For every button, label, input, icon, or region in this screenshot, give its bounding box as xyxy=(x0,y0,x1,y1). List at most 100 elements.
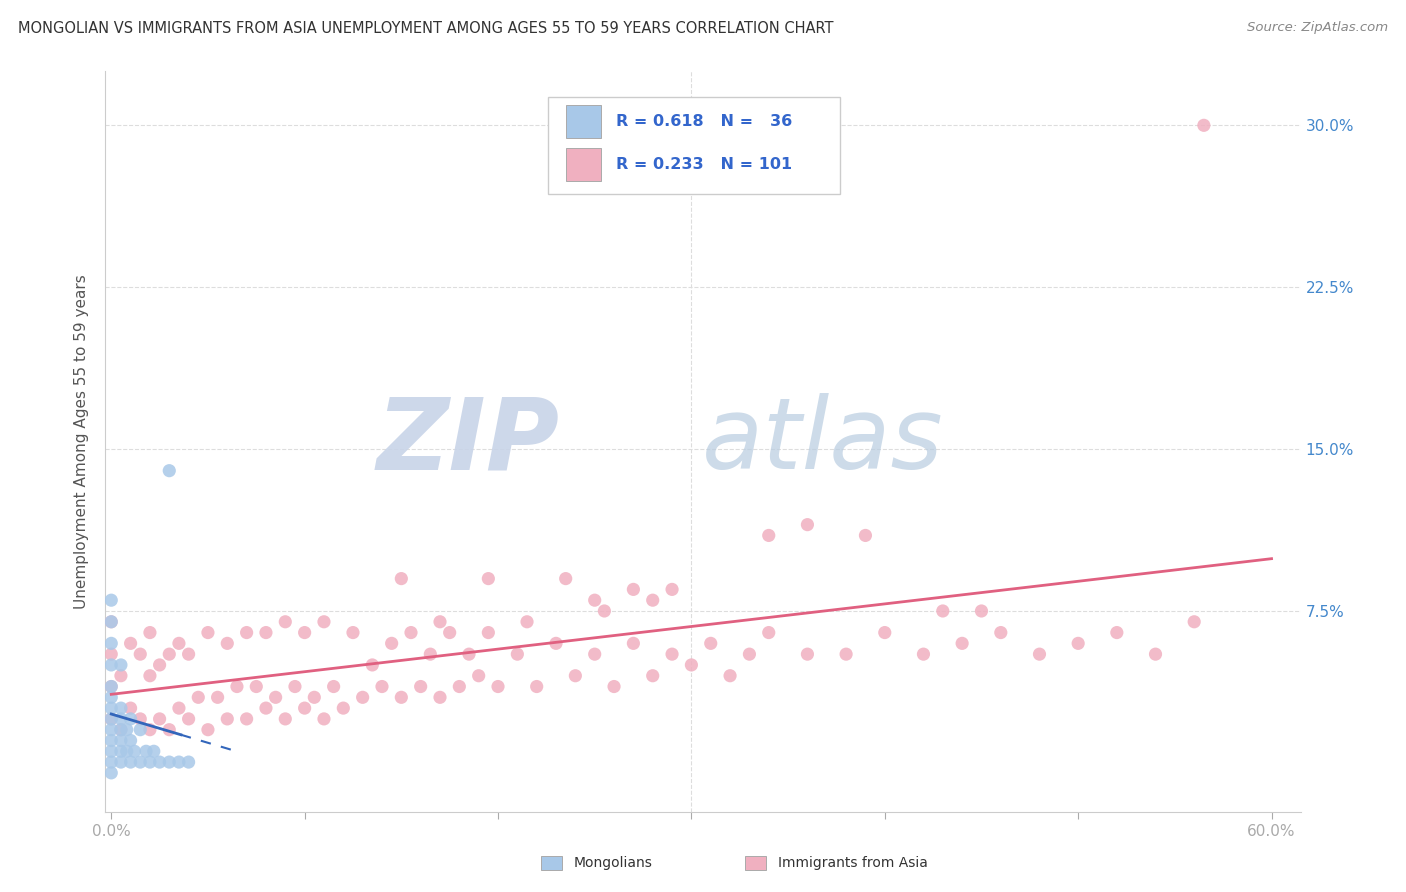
FancyBboxPatch shape xyxy=(547,97,841,194)
Point xyxy=(389,572,412,586)
Point xyxy=(274,615,297,629)
Point xyxy=(100,723,122,737)
Point xyxy=(758,528,780,542)
Point xyxy=(738,647,761,661)
Point xyxy=(506,647,529,661)
Point xyxy=(429,690,451,705)
Point xyxy=(304,690,326,705)
Point xyxy=(641,669,664,683)
Point xyxy=(950,636,973,650)
Point xyxy=(110,701,132,715)
Point xyxy=(120,636,142,650)
Point xyxy=(796,647,818,661)
Point xyxy=(855,528,877,542)
Point xyxy=(371,680,394,694)
Point xyxy=(115,744,138,758)
Point xyxy=(835,647,858,661)
Point xyxy=(167,755,190,769)
Point xyxy=(932,604,955,618)
Point xyxy=(342,625,364,640)
Point xyxy=(120,712,142,726)
Point xyxy=(429,615,451,629)
Point xyxy=(990,625,1012,640)
Point xyxy=(177,712,200,726)
Point xyxy=(100,593,122,607)
Point xyxy=(1067,636,1090,650)
Point xyxy=(661,647,683,661)
Point xyxy=(100,712,122,726)
Point xyxy=(458,647,481,661)
Point xyxy=(139,625,162,640)
Point xyxy=(100,712,122,726)
Point xyxy=(449,680,471,694)
Point xyxy=(110,723,132,737)
Point xyxy=(157,755,180,769)
Point xyxy=(207,690,229,705)
Point xyxy=(100,733,122,747)
Text: ZIP: ZIP xyxy=(377,393,560,490)
Point xyxy=(129,723,152,737)
Point xyxy=(352,690,374,705)
Point xyxy=(100,636,122,650)
Point xyxy=(120,733,142,747)
Point xyxy=(1144,647,1167,661)
Point xyxy=(157,723,180,737)
Point xyxy=(100,680,122,694)
Text: R = 0.233   N = 101: R = 0.233 N = 101 xyxy=(616,157,792,172)
Point xyxy=(593,604,616,618)
Point xyxy=(135,744,157,758)
Point xyxy=(439,625,461,640)
Point xyxy=(621,582,644,597)
Point xyxy=(100,701,122,715)
Point xyxy=(399,625,422,640)
Text: atlas: atlas xyxy=(702,393,943,490)
Point xyxy=(583,647,606,661)
Point xyxy=(129,712,152,726)
Point xyxy=(544,636,567,650)
Text: Mongolians: Mongolians xyxy=(574,855,652,870)
Point xyxy=(477,572,499,586)
Point xyxy=(149,755,172,769)
Point xyxy=(217,712,239,726)
Point xyxy=(157,647,180,661)
Point xyxy=(873,625,896,640)
Point xyxy=(1182,615,1205,629)
Point xyxy=(912,647,935,661)
Point xyxy=(389,690,412,705)
Point xyxy=(312,712,335,726)
Point xyxy=(245,680,267,694)
Point xyxy=(187,690,209,705)
Point xyxy=(129,647,152,661)
Point xyxy=(157,464,180,478)
Point xyxy=(758,625,780,640)
Point xyxy=(1105,625,1128,640)
Point xyxy=(312,615,335,629)
Point xyxy=(139,755,162,769)
Point xyxy=(110,744,132,758)
Point xyxy=(381,636,404,650)
Point xyxy=(226,680,249,694)
Point xyxy=(641,593,664,607)
FancyBboxPatch shape xyxy=(565,105,602,138)
Point xyxy=(516,615,538,629)
Text: MONGOLIAN VS IMMIGRANTS FROM ASIA UNEMPLOYMENT AMONG AGES 55 TO 59 YEARS CORRELA: MONGOLIAN VS IMMIGRANTS FROM ASIA UNEMPL… xyxy=(18,21,834,37)
Point xyxy=(110,712,132,726)
Point xyxy=(149,657,172,672)
Point xyxy=(603,680,626,694)
Point xyxy=(1192,118,1215,132)
Point xyxy=(167,636,190,650)
Point xyxy=(332,701,354,715)
Point xyxy=(100,744,122,758)
Point xyxy=(167,701,190,715)
Point xyxy=(486,680,509,694)
Point xyxy=(100,690,122,705)
Point xyxy=(217,636,239,650)
FancyBboxPatch shape xyxy=(565,147,602,181)
Point xyxy=(197,625,219,640)
Point xyxy=(177,647,200,661)
Point xyxy=(294,625,316,640)
Point xyxy=(700,636,723,650)
Point xyxy=(526,680,548,694)
Point xyxy=(361,657,384,672)
Point xyxy=(110,657,132,672)
